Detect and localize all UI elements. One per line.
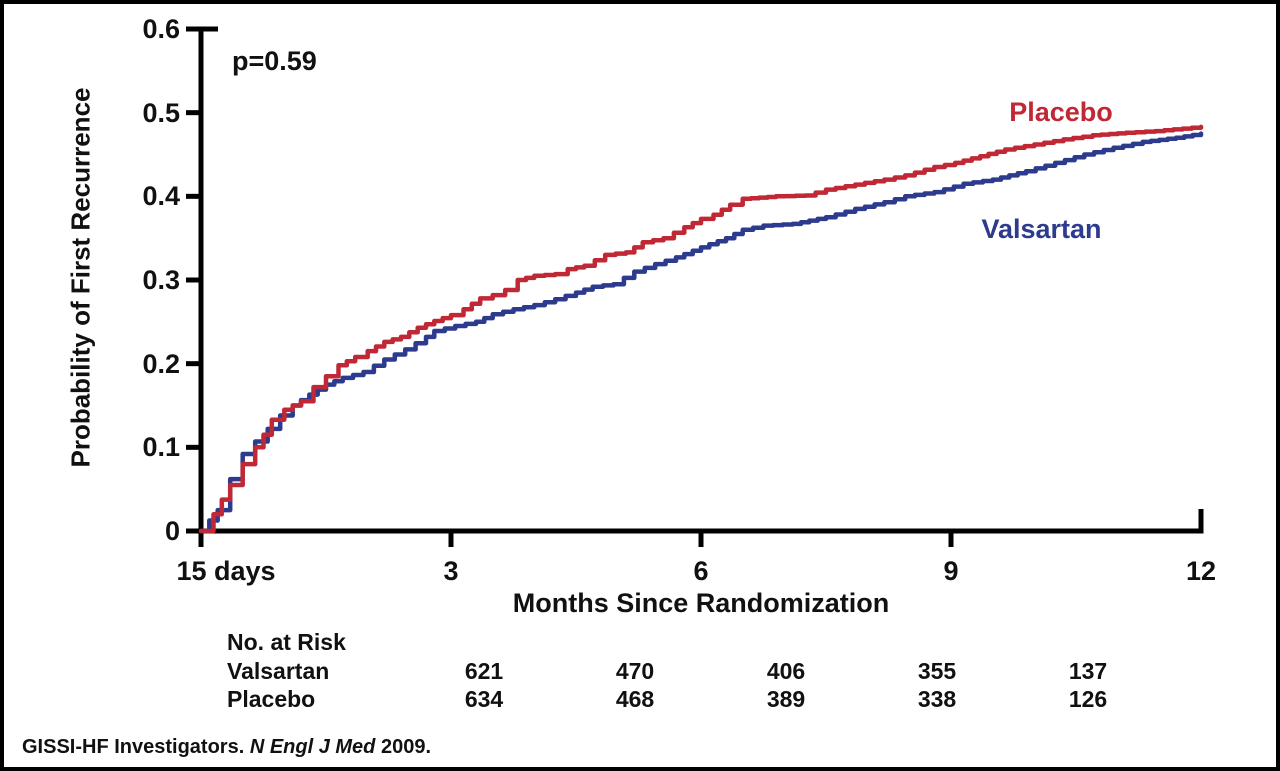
risk-value: 621 — [464, 658, 504, 684]
placebo-curve — [198, 124, 1204, 534]
risk-value: 126 — [1068, 686, 1108, 712]
risk-value: 468 — [615, 686, 655, 712]
y-tick-label-0.5: 0.5 — [142, 97, 180, 128]
risk-value: 355 — [917, 658, 957, 684]
citation-prefix: GISSI-HF Investigators. — [22, 736, 250, 758]
y-tick-label-0.2: 0.2 — [142, 348, 180, 379]
citation-journal: N Engl J Med — [249, 736, 376, 758]
y-axis-title: Probability of First Recurrence — [65, 87, 96, 468]
x-tick-label-9: 9 — [943, 556, 959, 586]
risk-value: 634 — [464, 686, 504, 712]
y-tick-label-0.3: 0.3 — [142, 265, 180, 295]
risk-table-header: No. at Risk — [227, 629, 346, 655]
valsartan-curve — [198, 131, 1204, 534]
risk-value: 406 — [766, 658, 806, 684]
risk-value: 137 — [1068, 658, 1108, 684]
risk-row-label-placebo: Placebo — [227, 686, 316, 712]
risk-value: 470 — [615, 658, 655, 684]
x-tick-label-15-days: 15 days — [176, 556, 276, 586]
p-value-annotation: p=0.59 — [232, 46, 317, 76]
y-tick-label-0.6: 0.6 — [142, 14, 180, 44]
y-tick-label-0.4: 0.4 — [142, 181, 180, 212]
x-tick-label-12: 12 — [1185, 556, 1217, 586]
series-label-valsartan: Valsartan — [981, 214, 1102, 244]
y-tick-label-0.1: 0.1 — [142, 432, 180, 463]
risk-row-label-valsartan: Valsartan — [227, 658, 330, 684]
km-chart-canvas — [186, 26, 1204, 547]
risk-value: 389 — [766, 686, 806, 712]
series-label-placebo: Placebo — [1009, 97, 1113, 127]
citation: GISSI-HF Investigators. N Engl J Med 200… — [22, 736, 431, 759]
y-tick-label-0: 0 — [164, 516, 180, 546]
x-tick-label-6: 6 — [693, 556, 709, 586]
x-tick-label-3: 3 — [443, 556, 459, 586]
citation-suffix: 2009. — [375, 736, 432, 758]
x-axis-title: Months Since Randomization — [512, 588, 890, 618]
risk-value: 338 — [917, 686, 957, 712]
